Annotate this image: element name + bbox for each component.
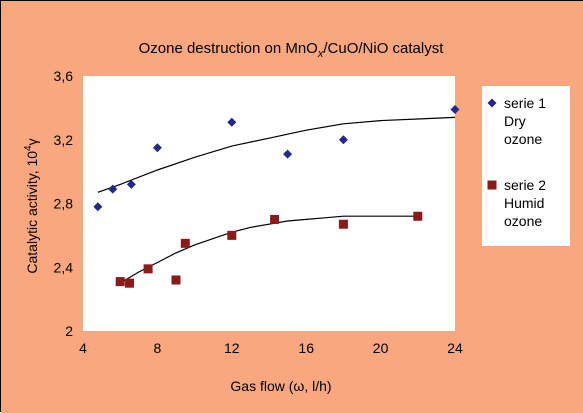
x-tick-label: 12 <box>224 340 240 356</box>
chart-title-subscript: x <box>317 48 324 60</box>
data-point-series-1 <box>450 104 460 114</box>
data-point-series-2 <box>115 277 125 287</box>
data-point-series-2 <box>143 264 153 274</box>
y-axis-ticks: 2 2,4 2,8 3,2 3,6 <box>54 68 74 339</box>
data-point-series-2 <box>125 278 134 288</box>
x-tick-label: 20 <box>373 340 389 356</box>
x-tick-label: 16 <box>298 340 314 356</box>
legend-label-series-2: serie 2 <box>504 177 546 193</box>
data-markers <box>93 104 460 288</box>
y-axis-label-superscript: 4 <box>23 145 34 151</box>
data-point-series-1 <box>152 143 162 153</box>
y-tick-label: 2 <box>65 323 73 339</box>
trend-line-series-2 <box>119 215 418 284</box>
y-axis-label: Catalytic activity, 104γ <box>23 138 40 273</box>
legend-marker-series-1 <box>487 98 497 108</box>
legend-label-series-1: Dry <box>504 113 526 129</box>
data-point-series-2 <box>227 230 237 240</box>
chart-title-main: Ozone destruction on MnO <box>139 40 318 57</box>
y-axis-label-tail: γ <box>24 138 40 145</box>
data-point-series-2 <box>413 211 423 221</box>
legend: serie 1 Dry ozone serie 2 Humid ozone <box>487 95 546 229</box>
legend-label-series-2: Humid <box>504 195 544 211</box>
data-point-series-2 <box>270 214 280 224</box>
y-axis-label-main: Catalytic activity, 10 <box>24 151 40 274</box>
legend-label-series-1: serie 1 <box>504 95 546 111</box>
data-point-series-1 <box>227 117 237 127</box>
plot-area <box>83 76 455 331</box>
data-point-series-1 <box>126 179 136 189</box>
y-tick-label: 2,4 <box>54 259 74 275</box>
data-point-series-1 <box>108 184 118 194</box>
y-tick-label: 3,6 <box>54 68 74 84</box>
x-tick-label: 24 <box>447 340 463 356</box>
data-point-series-2 <box>171 275 181 285</box>
y-tick-label: 2,8 <box>54 196 74 212</box>
data-point-series-2 <box>338 219 348 229</box>
data-point-series-1 <box>283 149 293 159</box>
trend-line-series-1 <box>97 116 456 193</box>
legend-marker-series-2 <box>487 180 497 190</box>
chart-title: Ozone destruction on MnOx/CuO/NiO cataly… <box>139 40 445 60</box>
x-axis-ticks: 4 8 12 16 20 24 <box>79 340 463 356</box>
y-tick-label: 3,2 <box>54 132 74 148</box>
chart-title-rest: /CuO/NiO catalyst <box>323 40 444 57</box>
legend-box <box>482 86 570 246</box>
x-tick-label: 8 <box>154 340 162 356</box>
data-point-series-2 <box>180 238 190 248</box>
data-point-series-1 <box>93 202 103 212</box>
trend-lines <box>97 116 456 284</box>
x-tick-label: 4 <box>79 340 87 356</box>
legend-label-series-1: ozone <box>504 131 542 147</box>
x-axis-label: Gas flow (ω, l/h) <box>230 378 331 394</box>
legend-label-series-2: ozone <box>504 213 542 229</box>
data-point-series-1 <box>338 135 348 145</box>
